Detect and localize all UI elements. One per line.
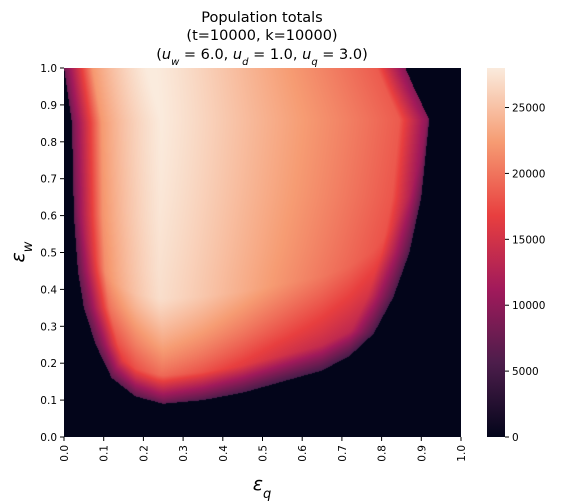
heatmap-cells — [64, 68, 461, 437]
x-tick-label: 0.3 — [178, 445, 190, 462]
x-tick-label: 0.4 — [218, 445, 230, 462]
x-tick-label: 0.2 — [138, 445, 150, 462]
x-tick-label: 0.9 — [416, 445, 428, 462]
x-tick-label: 0.7 — [337, 445, 349, 462]
x-tick-label: 0.0 — [59, 445, 71, 462]
y-tick-label: 1.0 — [40, 63, 57, 75]
y-tick-label: 0.9 — [40, 100, 57, 112]
heatmap-plot-area — [64, 68, 461, 437]
chart-title: Population totals (t=10000, k=10000) (uw… — [156, 10, 368, 68]
y-tick-label: 0.1 — [40, 395, 57, 407]
y-tick-label: 0.6 — [40, 211, 57, 223]
colorbar-tick-label: 10000 — [512, 300, 545, 312]
colorbar-tick-label: 0 — [512, 432, 519, 444]
y-tick-label: 0.0 — [40, 432, 57, 444]
colorbar: 0 5000 10000 15000 20000 25000 — [487, 68, 545, 444]
colorbar-tick-label: 20000 — [512, 168, 545, 180]
colorbar-tick-label: 15000 — [512, 234, 545, 246]
y-tick-label: 0.2 — [40, 358, 57, 370]
y-tick-label: 0.8 — [40, 137, 57, 149]
x-tick-label: 0.5 — [258, 445, 270, 462]
x-tick-label: 0.8 — [377, 445, 389, 462]
title-line-2: (t=10000, k=10000) — [186, 28, 337, 44]
y-tick-label: 0.5 — [40, 248, 57, 260]
x-tick-label: 0.1 — [99, 445, 111, 462]
x-axis: 0.0 0.1 0.2 0.3 0.4 0.5 0.6 0.7 0.8 0.9 1.0 — [59, 437, 468, 462]
x-axis-label: εq — [253, 473, 272, 502]
colorbar-tick-label: 5000 — [512, 366, 539, 378]
y-tick-label: 0.7 — [40, 174, 57, 186]
title-line-1: Population totals — [201, 10, 323, 26]
colorbar-ticks: 0 5000 10000 15000 20000 25000 — [505, 103, 545, 444]
colorbar-gradient — [487, 68, 505, 437]
y-axis: 0.0 0.1 0.2 0.3 0.4 0.5 0.6 0.7 0.8 0.9 1.0 — [40, 63, 64, 444]
x-tick-label: 1.0 — [456, 445, 468, 462]
x-tick-label: 0.6 — [297, 445, 309, 462]
y-tick-label: 0.3 — [40, 321, 57, 333]
y-axis-label: εw — [7, 241, 36, 262]
colorbar-tick-label: 25000 — [512, 103, 545, 115]
title-line-3: (uw = 6.0, ud = 1.0, uq = 3.0) — [156, 47, 368, 68]
y-tick-label: 0.4 — [40, 284, 57, 296]
